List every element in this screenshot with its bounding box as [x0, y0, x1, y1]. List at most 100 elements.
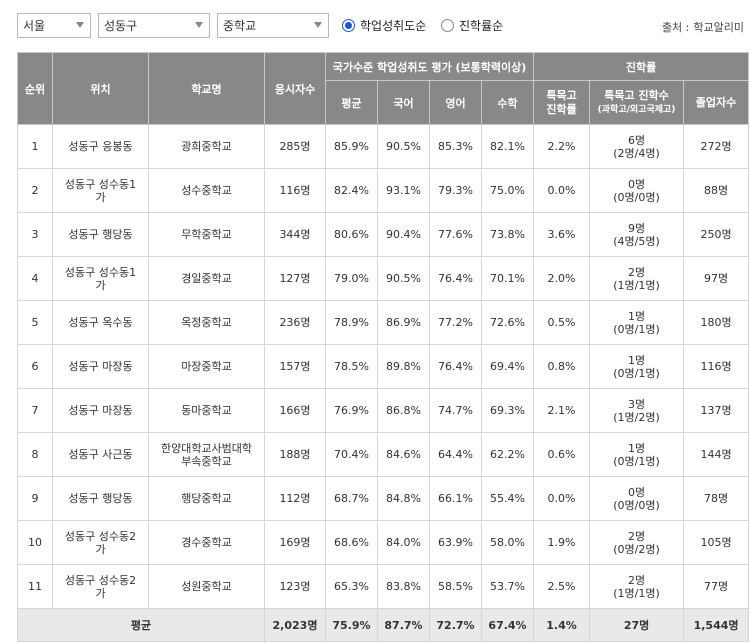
special-count-value: 0명	[627, 485, 646, 499]
row-examinees: 344명	[264, 212, 326, 257]
row-special-count: 0명 (0명/0명)	[589, 168, 685, 213]
special-count-value: 2명	[627, 573, 646, 587]
row-korean: 84.8%	[377, 476, 430, 521]
row-examinees: 285명	[264, 124, 326, 169]
row-rank: 10	[17, 520, 53, 565]
district-select-value: 성동구	[104, 19, 138, 33]
footer-label: 평균	[17, 608, 265, 642]
row-school: 경일중학교	[148, 256, 265, 301]
row-school: 동마중학교	[148, 388, 265, 433]
row-location: 성동구 옥수동	[52, 300, 149, 345]
header-special-count: 특목고 진학수 (과학고/외고국제고)	[589, 80, 685, 125]
row-location: 성동구 응봉동	[52, 124, 149, 169]
special-count-value: 9명	[627, 221, 646, 235]
source-info: 출처 : 학교알리미	[658, 19, 744, 35]
row-english: 64.4%	[429, 432, 482, 477]
footer-korean: 87.7%	[377, 608, 430, 642]
special-count-value: 6명	[627, 133, 646, 147]
row-korean: 89.8%	[377, 344, 430, 389]
header-special-rate: 특목고 진학률	[533, 80, 591, 125]
row-korean: 84.6%	[377, 432, 430, 477]
header-korean: 국어	[377, 80, 430, 125]
sort-achievement-label: 학업성취도순	[360, 19, 427, 33]
header-special-count-sub: (과학고/외고국제고)	[597, 104, 676, 115]
footer-special-rate: 1.4%	[533, 608, 591, 642]
header-special-count-label: 특목고 진학수	[604, 88, 669, 102]
footer-avg: 75.9%	[325, 608, 378, 642]
source-label: 출처 :	[661, 21, 690, 34]
header-group-advancement: 진학률	[533, 52, 750, 81]
chevron-down-icon	[76, 22, 84, 28]
row-english: 85.3%	[429, 124, 482, 169]
row-english: 76.4%	[429, 344, 482, 389]
header-avg: 평균	[325, 80, 378, 125]
row-rank: 1	[17, 124, 53, 169]
table-row: 3 성동구 행당동 무학중학교 344명 80.6% 90.4% 77.6% 73.8% 3.6…	[17, 212, 750, 257]
row-math: 69.4%	[480, 344, 535, 389]
header-graduates: 졸업자수	[683, 80, 750, 125]
radio-unselected-icon	[441, 19, 454, 32]
table-row: 10 성동구 성수동2가 경수중학교 169명 68.6% 84.0% 63.9% 58.0%…	[17, 520, 750, 565]
row-special-count: 2명 (1명/1명)	[589, 256, 685, 301]
table-row: 11 성동구 성수동2가 성원중학교 123명 65.3% 83.8% 58.5% 53.7%…	[17, 564, 750, 609]
row-avg: 79.0%	[325, 256, 378, 301]
row-location: 성동구 마장동	[52, 388, 149, 433]
district-select[interactable]: 성동구	[98, 13, 210, 38]
row-korean: 83.8%	[377, 564, 430, 609]
row-examinees: 169명	[264, 520, 326, 565]
row-examinees: 236명	[264, 300, 326, 345]
row-location: 성동구 성수동1가	[52, 256, 149, 301]
sort-advancement-radio[interactable]: 진학률순	[441, 17, 503, 34]
row-english: 76.4%	[429, 256, 482, 301]
row-math: 75.0%	[480, 168, 535, 213]
special-count-detail: (1명/1명)	[613, 278, 660, 292]
row-location: 성동구 성수동1가	[52, 168, 149, 213]
header-examinees: 응시자수	[264, 52, 326, 125]
school-ranking-table: 순위 위치 학교명 응시자수 국가수준 학업성취도 평가 (보통학력이상) 진학…	[17, 52, 750, 642]
table-row: 1 성동구 응봉동 광희중학교 285명 85.9% 90.5% 85.3% 82.1% 2.2…	[17, 124, 750, 169]
table-row: 4 성동구 성수동1가 경일중학교 127명 79.0% 90.5% 76.4% 70.1% 2…	[17, 256, 750, 301]
row-korean: 86.9%	[377, 300, 430, 345]
row-math: 58.0%	[480, 520, 535, 565]
row-avg: 78.5%	[325, 344, 378, 389]
region-select[interactable]: 서울	[17, 13, 91, 38]
sort-achievement-radio[interactable]: 학업성취도순	[342, 17, 426, 34]
header-location: 위치	[52, 52, 149, 125]
row-avg: 76.9%	[325, 388, 378, 433]
row-math: 62.2%	[480, 432, 535, 477]
row-rank: 5	[17, 300, 53, 345]
row-special-rate: 1.9%	[533, 520, 591, 565]
row-special-count: 1명 (0명/1명)	[589, 344, 685, 389]
row-avg: 70.4%	[325, 432, 378, 477]
row-graduates: 78명	[683, 476, 750, 521]
table-row: 9 성동구 행당동 행당중학교 112명 68.7% 84.8% 66.1% 55.4% 0.0…	[17, 476, 750, 521]
row-english: 79.3%	[429, 168, 482, 213]
table-row: 6 성동구 마장동 마장중학교 157명 78.5% 89.8% 76.4% 69.4% 0.8…	[17, 344, 750, 389]
row-rank: 8	[17, 432, 53, 477]
row-special-rate: 0.0%	[533, 168, 591, 213]
special-count-value: 0명	[627, 177, 646, 191]
special-count-value: 2명	[627, 529, 646, 543]
row-korean: 90.5%	[377, 256, 430, 301]
row-special-rate: 0.8%	[533, 344, 591, 389]
special-count-value: 1명	[627, 353, 646, 367]
row-avg: 78.9%	[325, 300, 378, 345]
footer-math: 67.4%	[480, 608, 535, 642]
header-school: 학교명	[148, 52, 265, 125]
row-school: 행당중학교	[148, 476, 265, 521]
row-special-count: 6명 (2명/4명)	[589, 124, 685, 169]
school-type-select[interactable]: 중학교	[217, 13, 329, 38]
row-special-rate: 2.1%	[533, 388, 591, 433]
row-rank: 9	[17, 476, 53, 521]
row-english: 77.2%	[429, 300, 482, 345]
row-special-count: 9명 (4명/5명)	[589, 212, 685, 257]
footer-graduates: 1,544명	[683, 608, 750, 642]
special-count-detail: (0명/0명)	[613, 498, 660, 512]
footer-english: 72.7%	[429, 608, 482, 642]
row-avg: 80.6%	[325, 212, 378, 257]
row-english: 74.7%	[429, 388, 482, 433]
row-special-rate: 0.6%	[533, 432, 591, 477]
chevron-down-icon	[314, 22, 322, 28]
region-select-value: 서울	[23, 19, 46, 33]
row-korean: 93.1%	[377, 168, 430, 213]
